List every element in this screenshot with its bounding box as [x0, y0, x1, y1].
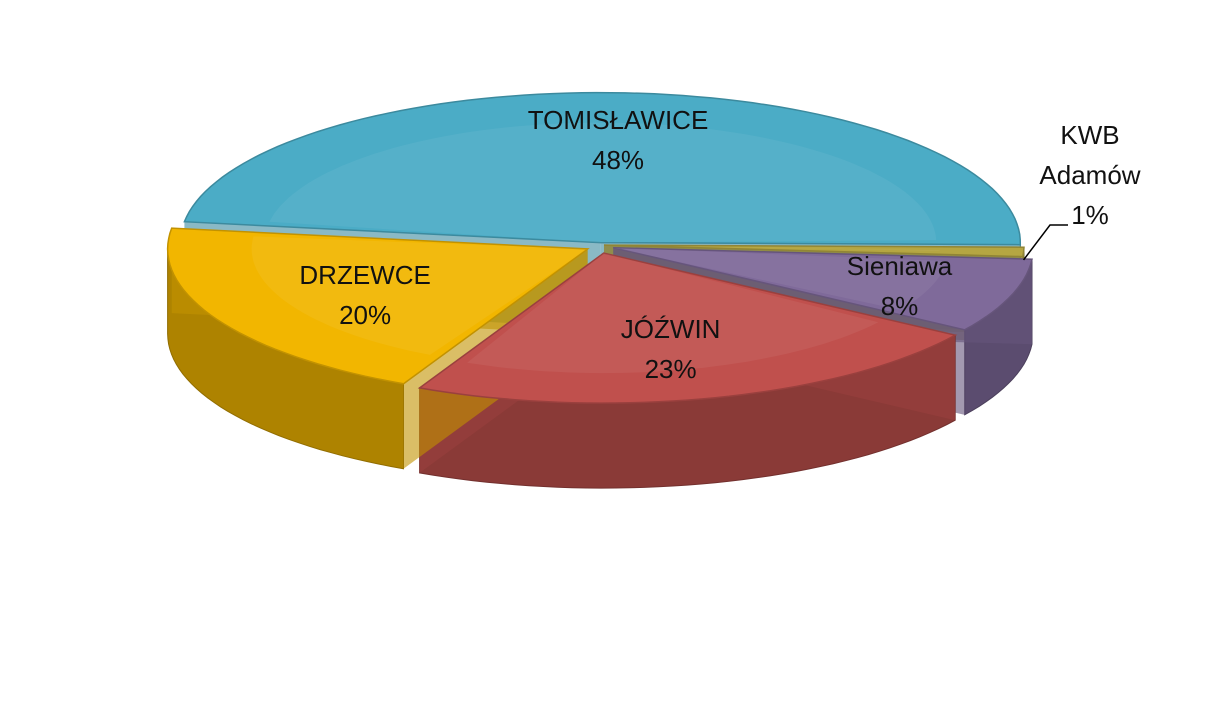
slice-shine: [603, 245, 940, 251]
slice-value-label: 1%: [1071, 200, 1109, 230]
slice-value-label: 20%: [339, 300, 392, 331]
slice-shine: [251, 236, 588, 355]
slice-value-label: 48%: [591, 145, 645, 175]
slice-shine: [467, 253, 879, 374]
slice: [183, 91, 1022, 246]
leader-line: [1022, 224, 1068, 261]
slice-label: JÓŹWIN: [620, 313, 721, 344]
slice-label: DRZEWCE: [299, 260, 431, 291]
slice-label: KWB Adamów: [1039, 120, 1141, 190]
slice-value-label: 8%: [880, 290, 919, 321]
slice-label: Sieniawa: [846, 250, 953, 281]
slice: [613, 246, 1033, 331]
slice: [417, 252, 958, 404]
slice: [166, 227, 590, 385]
slice-shine: [269, 122, 937, 243]
slice-label: TOMISŁAWICE: [527, 105, 709, 135]
slice-shine: [613, 247, 948, 310]
slice: [603, 244, 1025, 258]
slice-value-label: 23%: [644, 353, 697, 384]
